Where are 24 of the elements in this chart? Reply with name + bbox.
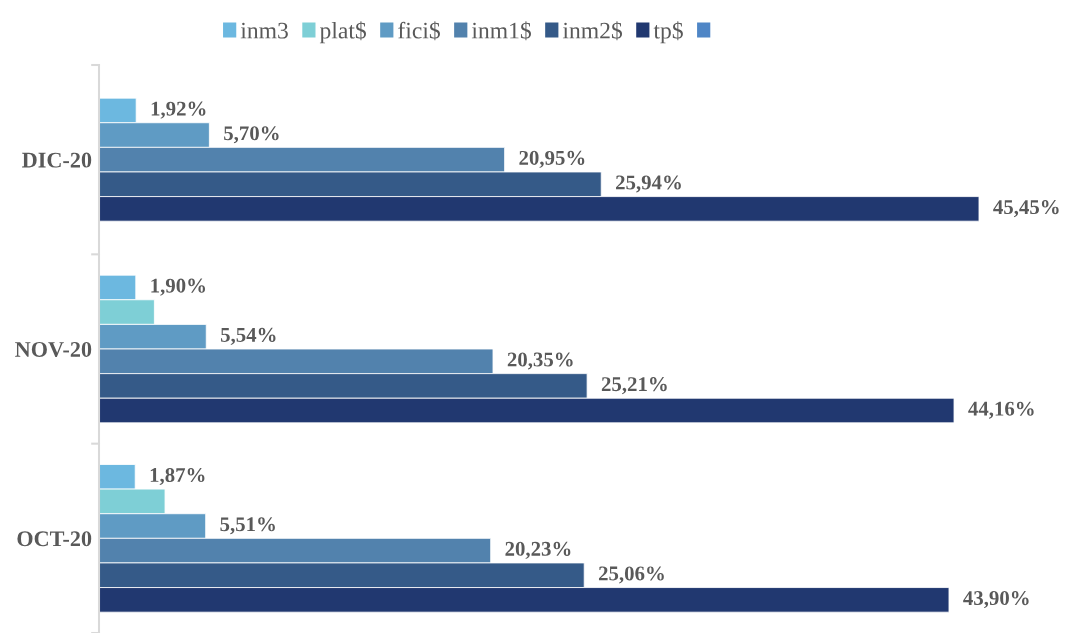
data-label: 20,23% bbox=[505, 541, 571, 559]
data-label: 25,06% bbox=[598, 566, 664, 584]
legend-label: inm2$ bbox=[562, 21, 623, 41]
y-tick-label: DIC-20 bbox=[22, 152, 92, 168]
data-label: 1,87% bbox=[150, 467, 205, 486]
data-label: 20,35% bbox=[507, 352, 573, 370]
data-label: 44,16% bbox=[968, 401, 1034, 419]
legend-label: inm3 bbox=[240, 22, 288, 39]
legend-label: fici$ bbox=[398, 21, 440, 41]
legend-label: tp$ bbox=[653, 21, 683, 44]
data-label: 1,90% bbox=[151, 278, 206, 296]
data-label: 1,92% bbox=[151, 101, 206, 119]
data-label: 5,70% bbox=[224, 126, 279, 144]
data-label: 43,90% bbox=[963, 591, 1029, 609]
data-label: 5,54% bbox=[220, 327, 276, 345]
legend-label: inm1$ bbox=[471, 21, 531, 41]
data-label: 20,95% bbox=[519, 150, 585, 168]
data-label: 5,51% bbox=[220, 517, 275, 535]
y-tick-label: NOV-20 bbox=[15, 341, 92, 358]
data-label: 25,94% bbox=[616, 175, 681, 193]
data-label: 25,21% bbox=[601, 377, 667, 395]
y-tick-label: OCT-20 bbox=[17, 531, 92, 547]
data-label: 45,45% bbox=[993, 200, 1059, 218]
legend-label: plat$ bbox=[319, 21, 366, 44]
